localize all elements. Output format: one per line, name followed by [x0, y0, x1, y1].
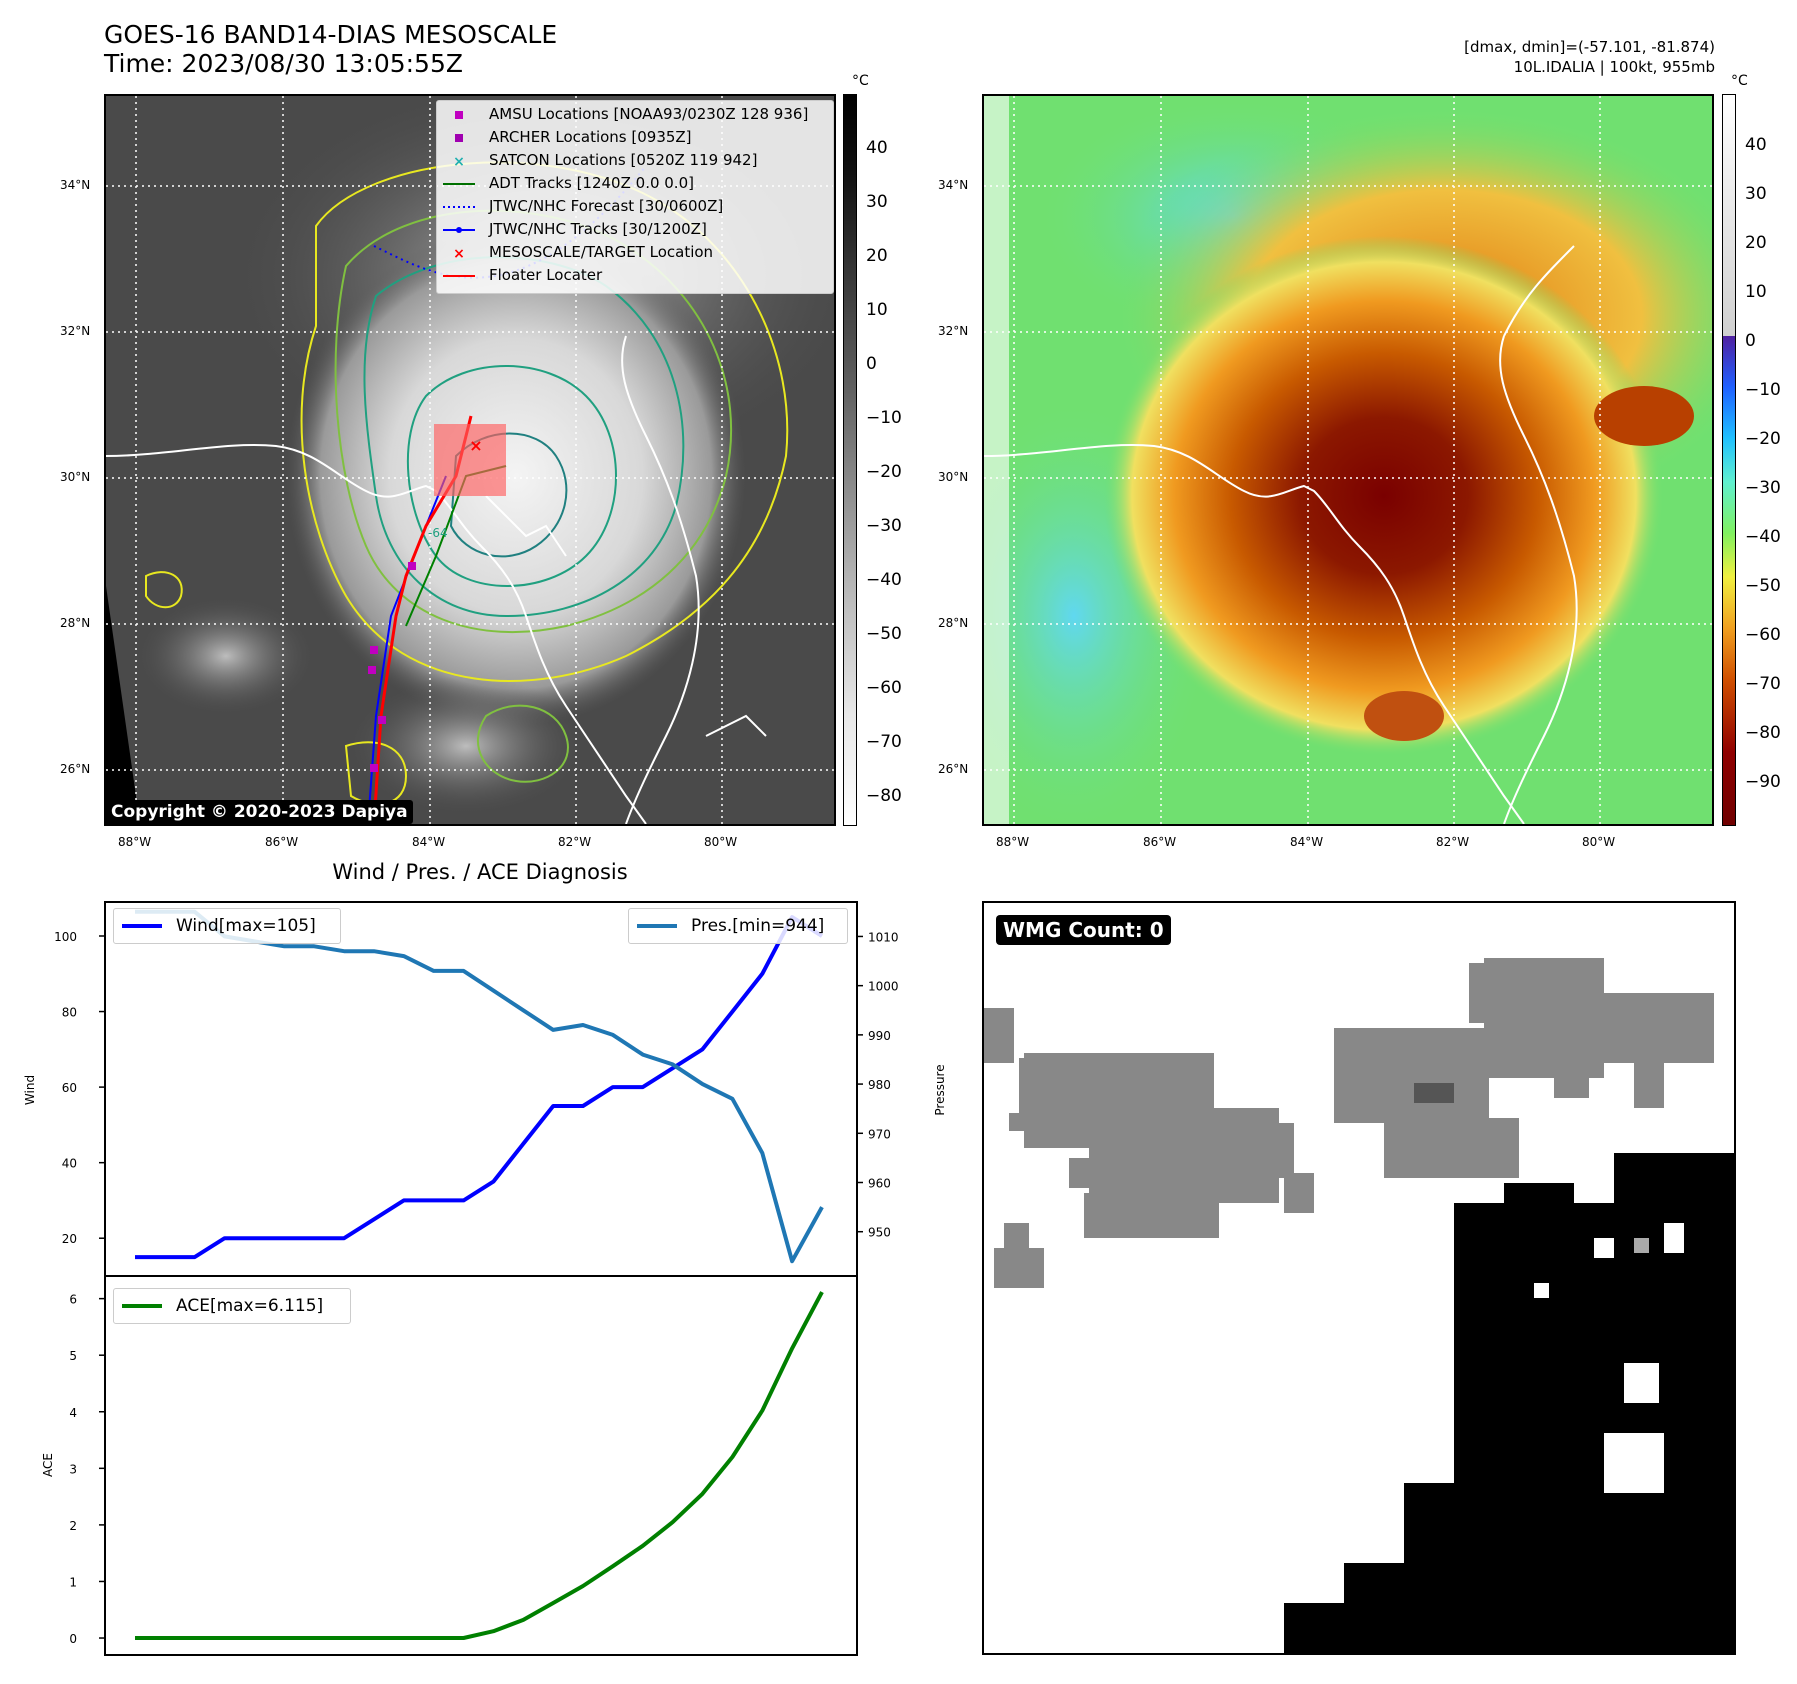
wind-series	[135, 915, 824, 1260]
ace-tick-label: 1	[69, 1575, 77, 1589]
legend-adt: ADT Tracks [1240Z 0.0 0.0]	[489, 174, 694, 192]
ir-grayscale-map: × Copyright © 2020-2023 Dapiya -64 AMSU …	[104, 94, 836, 826]
no-data-strip	[984, 96, 1009, 824]
color-map-gridlines	[984, 96, 1712, 824]
wmg-panel: WMG Count: 0	[982, 901, 1736, 1655]
pressure-line	[135, 909, 824, 1264]
pressure-tick-label: 980	[868, 1078, 891, 1092]
ace-y-ticks: 0 1 2 3 4 5 6	[69, 1293, 105, 1646]
ace-axis-label: ACE	[41, 1453, 55, 1477]
wind-legend: Wind[max=105]	[113, 908, 341, 944]
ir-color-map	[982, 94, 1714, 826]
wind-axis-label: Wind	[23, 1075, 37, 1105]
no-data-wedge	[106, 586, 136, 824]
gray-cbar-unit: °C	[852, 73, 869, 89]
wind-tick-label: 60	[62, 1081, 77, 1095]
amsu-markers	[368, 562, 416, 772]
pressure-y-ticks: 950 960 970 980 990 1000 1010	[857, 930, 899, 1240]
page-title: GOES-16 BAND14-DIAS MESOSCALE	[104, 20, 558, 49]
wmg-grid	[984, 958, 1734, 1653]
legend-tracks: JTWC/NHC Tracks [30/1200Z]	[489, 220, 707, 238]
wind-legend-label: Wind[max=105]	[176, 916, 316, 936]
ace-tick-label: 2	[69, 1519, 77, 1533]
contour-label: -64	[428, 526, 448, 540]
ace-tick-label: 6	[69, 1293, 77, 1307]
map-legend: AMSU Locations [NOAA93/0230Z 128 936] AR…	[436, 100, 834, 294]
color-cbar-unit: °C	[1731, 73, 1748, 89]
best-track	[367, 475, 447, 824]
wmg-black-cells	[1284, 1153, 1734, 1653]
pressure-tick-label: 1010	[868, 930, 899, 944]
legend-amsu: AMSU Locations [NOAA93/0230Z 128 936]	[489, 105, 809, 123]
storm-core	[1104, 236, 1664, 756]
pressure-legend-label: Pres.[min=944]	[691, 916, 825, 936]
color-colorbar	[1722, 94, 1736, 826]
pressure-series	[135, 909, 824, 1264]
wind-tick-label: 40	[62, 1157, 77, 1171]
diagnosis-title: Wind / Pres. / ACE Diagnosis	[332, 860, 628, 884]
svg-text:×: ×	[469, 436, 482, 455]
pressure-tick-label: 970	[868, 1127, 891, 1141]
timestamp: Time: 2023/08/30 13:05:55Z	[104, 49, 463, 78]
legend-floater: Floater Locater	[489, 266, 603, 284]
wind-tick-label: 80	[62, 1006, 77, 1020]
pressure-legend: Pres.[min=944]	[628, 908, 848, 944]
ace-axes	[104, 1275, 858, 1656]
pressure-tick-label: 1000	[868, 980, 899, 994]
wmg-count-badge: WMG Count: 0	[996, 915, 1171, 945]
wind-y-ticks: 20 40 60 80 100	[54, 930, 105, 1246]
pressure-tick-label: 990	[868, 1029, 891, 1043]
copyright-badge: Copyright © 2020-2023 Dapiya	[106, 800, 413, 824]
ace-tick-label: 0	[69, 1632, 77, 1646]
legend-forecast: JTWC/NHC Forecast [30/0600Z]	[489, 197, 724, 215]
pressure-tick-label: 960	[868, 1177, 891, 1191]
wind-tick-label: 100	[54, 930, 77, 944]
legend-archer: ARCHER Locations [0935Z]	[489, 128, 692, 146]
ace-series	[135, 1291, 824, 1640]
ace-line	[135, 1291, 824, 1640]
mesoscale-target-box	[434, 424, 506, 496]
ace-legend-label: ACE[max=6.115]	[176, 1296, 324, 1316]
grayscale-colorbar	[843, 94, 857, 826]
diagnosis-chart: 20 40 60 80 100 950 960 970 980 990 1000 1010 0 1 2 3…	[23, 901, 947, 1656]
wmg-gray-cells	[984, 958, 1714, 1288]
wind-line	[135, 915, 824, 1260]
dmax-dmin-readout: [dmax, dmin]=(-57.101, -81.874)	[1464, 38, 1715, 56]
svg-text:×: ×	[453, 154, 465, 170]
svg-text:×: ×	[453, 246, 465, 262]
pressure-axis-label: Pressure	[933, 1064, 947, 1115]
wind-tick-label: 20	[62, 1232, 77, 1246]
legend-satcon: SATCON Locations [0520Z 119 942]	[489, 151, 758, 169]
storm-info: 10L.IDALIA | 100kt, 955mb	[1513, 58, 1715, 76]
storm-cloud-shield	[286, 226, 746, 726]
wind-pressure-axes	[104, 901, 858, 1277]
ace-tick-label: 4	[69, 1406, 77, 1420]
ace-tick-label: 5	[69, 1349, 77, 1363]
pressure-tick-label: 950	[868, 1226, 891, 1240]
ace-tick-label: 3	[69, 1462, 77, 1476]
legend-mesoscale: MESOSCALE/TARGET Location	[489, 243, 714, 261]
color-map-canvas	[984, 96, 1712, 824]
ace-legend: ACE[max=6.115]	[113, 1288, 351, 1324]
